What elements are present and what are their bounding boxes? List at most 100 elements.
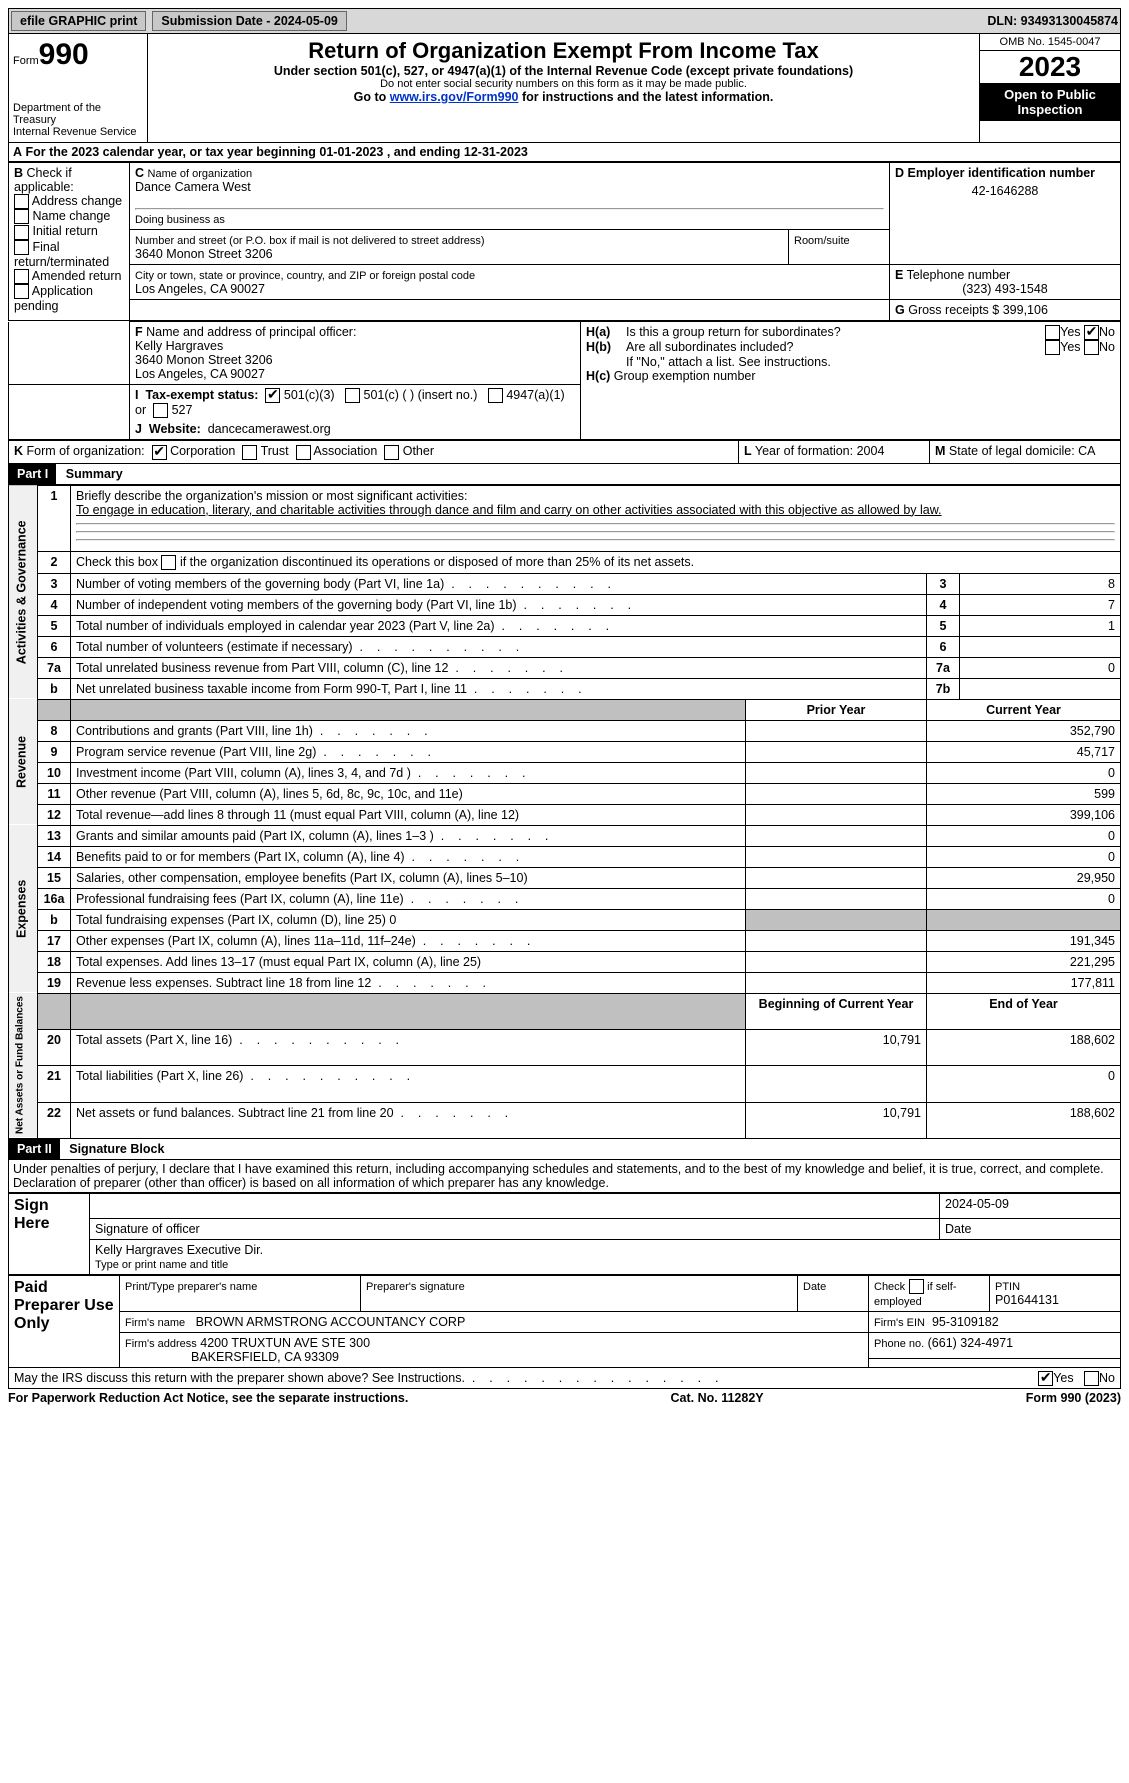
checkbox-501c3[interactable] [265, 388, 280, 403]
entity-block: B Check if applicable: Address change Na… [8, 162, 1121, 321]
line-6-label: Total number of volunteers (estimate if … [76, 640, 519, 654]
checkbox-501c[interactable] [345, 388, 360, 403]
checkbox-trust[interactable] [242, 445, 257, 460]
firm-name-label: Firm's name [125, 1317, 185, 1329]
efile-print-button[interactable]: efile GRAPHIC print [11, 11, 146, 31]
checkbox-ha-yes[interactable] [1045, 325, 1060, 340]
begin-21 [746, 1066, 927, 1102]
opt-association: Association [313, 444, 377, 458]
checkbox-ha-no[interactable] [1084, 325, 1099, 340]
form-footer-label: Form 990 (2023) [1026, 1391, 1121, 1405]
org-name: Dance Camera West [135, 180, 251, 194]
begin-22: 10,791 [746, 1102, 927, 1138]
line-20-label: Total assets (Part X, line 16) [76, 1033, 399, 1047]
val-10: 0 [927, 762, 1121, 783]
val-9: 45,717 [927, 741, 1121, 762]
submission-label: Submission Date - [161, 14, 274, 28]
box-7b-no: 7b [927, 678, 960, 699]
line-7a-label: Total unrelated business revenue from Pa… [76, 661, 563, 675]
officer-signature-name: Kelly Hargraves Executive Dir. [95, 1243, 263, 1257]
letter-k: K [14, 444, 23, 458]
letter-f: F [135, 325, 143, 339]
type-name-label: Type or print name and title [95, 1259, 228, 1271]
hb-no: No [1099, 340, 1115, 355]
opt-corporation: Corporation [170, 444, 235, 458]
val-8: 352,790 [927, 720, 1121, 741]
irs-link[interactable]: www.irs.gov/Form990 [390, 90, 519, 104]
letter-c: C [135, 166, 144, 180]
checkbox-name-change[interactable] [14, 209, 29, 224]
line-7a-no: 7a [38, 657, 71, 678]
preparer-sig-label: Preparer's signature [366, 1281, 465, 1293]
checkbox-discuss-no[interactable] [1084, 1371, 1099, 1386]
line-4-label: Number of independent voting members of … [76, 598, 631, 612]
part-i-label: Part I [9, 464, 56, 484]
begin-year-header: Beginning of Current Year [746, 993, 927, 1029]
line-2-no: 2 [38, 551, 71, 573]
val-13: 0 [927, 825, 1121, 846]
checkbox-hb-yes[interactable] [1045, 340, 1060, 355]
checkbox-527[interactable] [153, 403, 168, 418]
line-a: A For the 2023 calendar year, or tax yea… [8, 143, 1121, 162]
discuss-row: May the IRS discuss this return with the… [8, 1368, 1121, 1389]
begin-20: 10,791 [746, 1030, 927, 1066]
checkbox-discontinued[interactable] [161, 555, 176, 570]
dept-treasury: Department of the Treasury [13, 102, 143, 126]
sig-date-label: Date [940, 1218, 1121, 1239]
line-13-label: Grants and similar amounts paid (Part IX… [76, 829, 548, 843]
ha-no: No [1099, 325, 1115, 340]
part-ii-header: Part II Signature Block [8, 1139, 1121, 1160]
val-17: 191,345 [927, 930, 1121, 951]
checkbox-4947[interactable] [488, 388, 503, 403]
form-header: Form990 Department of the Treasury Inter… [8, 34, 1121, 143]
letter-g: G [895, 303, 905, 317]
line-9-no: 9 [38, 741, 71, 762]
signature-block: Sign Here 2024-05-09 Signature of office… [8, 1193, 1121, 1275]
checkbox-discuss-yes[interactable] [1038, 1371, 1053, 1386]
val-7b [960, 678, 1121, 699]
checkbox-hb-no[interactable] [1084, 340, 1099, 355]
line-16a-no: 16a [38, 888, 71, 909]
line-19-no: 19 [38, 972, 71, 993]
line-16b-label: Total fundraising expenses (Part IX, col… [76, 913, 389, 927]
box-4-no: 4 [927, 594, 960, 615]
checkbox-association[interactable] [296, 445, 311, 460]
val-18: 221,295 [927, 951, 1121, 972]
box-b-label: Check if applicable: [14, 166, 74, 194]
top-bar: efile GRAPHIC print Submission Date - 20… [8, 8, 1121, 34]
checkbox-self-employed[interactable] [909, 1279, 924, 1294]
firm-addr2: BAKERSFIELD, CA 93309 [191, 1350, 339, 1364]
end-22: 188,602 [927, 1102, 1121, 1138]
checkbox-other[interactable] [384, 445, 399, 460]
checkbox-final-return[interactable] [14, 240, 29, 255]
paperwork-notice: For Paperwork Reduction Act Notice, see … [8, 1391, 408, 1405]
checkbox-application-pending[interactable] [14, 284, 29, 299]
line-18-label: Total expenses. Add lines 13–17 (must eq… [76, 955, 481, 969]
goto-post: for instructions and the latest informat… [518, 90, 773, 104]
form-title: Return of Organization Exempt From Incom… [152, 38, 975, 64]
line-13-no: 13 [38, 825, 71, 846]
opt-501c3: 501(c)(3) [284, 388, 335, 402]
line-12-no: 12 [38, 804, 71, 825]
line-1-no: 1 [38, 485, 71, 551]
val-4: 7 [960, 594, 1121, 615]
val-6 [960, 636, 1121, 657]
line-20-no: 20 [38, 1030, 71, 1066]
checkbox-amended-return[interactable] [14, 269, 29, 284]
firm-ein-value: 95-3109182 [932, 1315, 999, 1329]
omb-number: OMB No. 1545-0047 [980, 34, 1120, 51]
officer-block: F Name and address of principal officer:… [8, 321, 1121, 440]
checkbox-initial-return[interactable] [14, 225, 29, 240]
opt-trust: Trust [261, 444, 289, 458]
box-3-no: 3 [927, 573, 960, 594]
checkbox-address-change[interactable] [14, 194, 29, 209]
ein-value: 42-1646288 [895, 180, 1115, 202]
current-year-header: Current Year [927, 699, 1121, 720]
domicile-value: CA [1078, 444, 1095, 458]
dln-label: DLN: [987, 14, 1020, 28]
goto-pre: Go to [354, 90, 390, 104]
line-14-no: 14 [38, 846, 71, 867]
line-9-label: Program service revenue (Part VIII, line… [76, 745, 431, 759]
checkbox-corporation[interactable] [152, 445, 167, 460]
gross-receipts-label: Gross receipts $ [908, 303, 999, 317]
